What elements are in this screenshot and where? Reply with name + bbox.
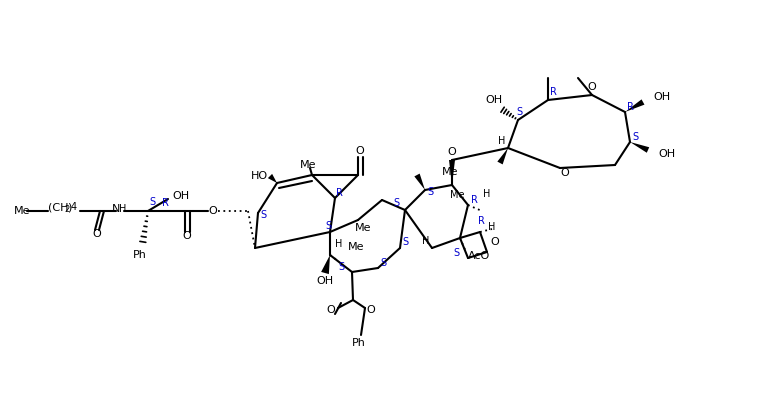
Text: R: R: [478, 216, 485, 226]
Text: HO: HO: [251, 171, 268, 181]
Text: Ph: Ph: [352, 338, 366, 348]
Polygon shape: [268, 174, 277, 183]
Text: R: R: [471, 195, 478, 205]
Text: OH: OH: [172, 191, 189, 201]
Text: OH: OH: [316, 276, 333, 286]
Text: ): ): [67, 203, 71, 213]
Text: S: S: [380, 258, 386, 268]
Text: N: N: [112, 204, 120, 214]
Polygon shape: [449, 160, 455, 185]
Polygon shape: [415, 173, 425, 190]
Text: O: O: [326, 305, 335, 315]
Text: R: R: [550, 87, 557, 97]
Text: O: O: [490, 237, 499, 247]
Text: H: H: [422, 236, 430, 246]
Text: O: O: [355, 146, 365, 156]
Text: O: O: [93, 229, 102, 239]
Text: H: H: [335, 239, 342, 249]
Text: Me: Me: [300, 160, 316, 170]
Text: S: S: [453, 248, 459, 258]
Text: S: S: [427, 187, 433, 197]
Polygon shape: [497, 148, 508, 164]
Text: S: S: [393, 198, 399, 208]
Text: 2: 2: [64, 205, 70, 215]
Text: Me: Me: [450, 190, 464, 200]
Text: S: S: [149, 197, 155, 207]
Text: R: R: [627, 102, 634, 112]
Text: O: O: [561, 168, 569, 178]
Text: Ph: Ph: [133, 250, 147, 260]
Text: OH: OH: [486, 95, 502, 105]
Text: H: H: [498, 136, 505, 146]
Text: R: R: [336, 188, 343, 198]
Text: S: S: [260, 210, 266, 220]
Text: AcO: AcO: [468, 251, 490, 261]
Text: O: O: [587, 82, 597, 92]
Text: O: O: [366, 305, 376, 315]
Text: O: O: [183, 231, 191, 241]
Text: Me: Me: [348, 242, 365, 252]
Text: S: S: [516, 107, 522, 117]
Text: H: H: [488, 222, 495, 232]
Text: Me: Me: [442, 167, 458, 177]
Text: S: S: [402, 237, 408, 247]
Polygon shape: [625, 99, 644, 112]
Text: OH: OH: [653, 92, 670, 102]
Text: Me: Me: [14, 206, 30, 216]
Text: O: O: [209, 206, 217, 216]
Text: R: R: [162, 198, 169, 208]
Text: 4: 4: [71, 202, 77, 212]
Text: (CH: (CH: [48, 203, 69, 213]
Text: O: O: [448, 147, 456, 157]
Text: S: S: [325, 221, 331, 231]
Text: OH: OH: [658, 149, 675, 159]
Text: S: S: [338, 262, 344, 272]
Polygon shape: [321, 255, 330, 274]
Text: H: H: [119, 204, 127, 214]
Polygon shape: [630, 142, 649, 153]
Text: H: H: [483, 189, 490, 199]
Text: Me: Me: [355, 223, 372, 233]
Text: S: S: [632, 132, 638, 142]
